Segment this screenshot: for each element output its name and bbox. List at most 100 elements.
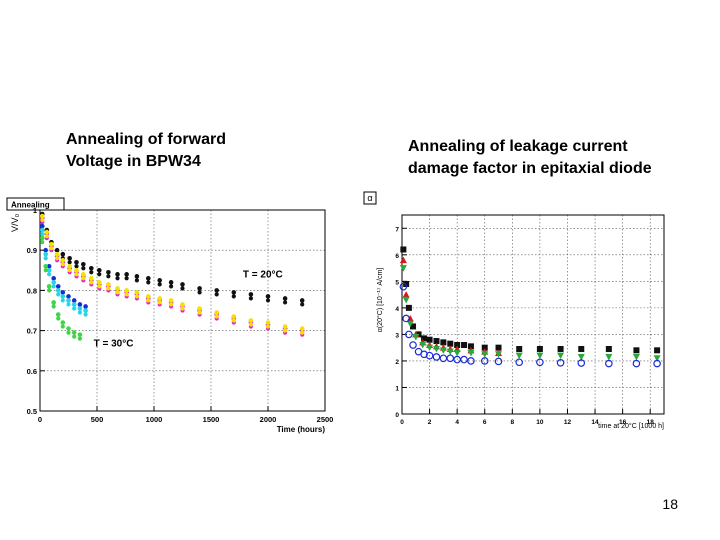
data-point: [43, 256, 48, 261]
data-point: [106, 286, 111, 291]
data-point: [440, 339, 447, 346]
data-point: [115, 276, 120, 281]
data-point: [412, 334, 420, 341]
x-tick-label: 0: [38, 415, 42, 424]
data-point: [97, 272, 102, 277]
chart-left-ylabel: V/V₀: [10, 213, 20, 232]
data-point: [421, 335, 428, 342]
chart-right-ylabel: α(20°C) [10⁻¹⁷ A/cm]: [376, 268, 384, 332]
y-tick-label: 1: [395, 385, 399, 392]
data-point: [180, 286, 185, 291]
data-point: [515, 358, 524, 367]
data-point: [74, 268, 79, 273]
data-point: [66, 326, 71, 331]
data-point: [67, 260, 72, 265]
data-point: [467, 349, 475, 357]
caption-forward-voltage: Annealing of forward Voltage in BPW34: [66, 129, 296, 173]
data-point: [39, 213, 45, 219]
x-tick-label: 6: [483, 419, 487, 426]
data-point: [81, 261, 86, 267]
data-point: [115, 272, 120, 277]
y-tick-label: 4: [395, 306, 399, 313]
data-point: [400, 246, 407, 253]
data-point: [66, 330, 71, 335]
data-point: [654, 347, 661, 354]
caption-leakage-current: Annealing of leakage current damage fact…: [408, 136, 708, 180]
caption-right-line1: Annealing of leakage current: [408, 138, 628, 155]
data-point: [49, 241, 54, 247]
data-point: [231, 314, 237, 319]
data-point: [40, 240, 45, 245]
data-point: [399, 256, 407, 264]
data-point: [632, 353, 640, 361]
annotation-t30: T = 30°C: [94, 339, 134, 350]
data-point: [577, 359, 586, 367]
data-point: [402, 296, 410, 304]
data-point: [74, 272, 79, 277]
x-tick-label: 0: [400, 419, 404, 426]
data-point: [402, 291, 410, 298]
data-point: [47, 288, 52, 293]
data-point: [146, 298, 151, 303]
data-point: [124, 292, 129, 297]
data-point: [282, 296, 288, 301]
data-point: [67, 268, 72, 273]
data-point: [454, 342, 461, 349]
x-tick-label: 2: [428, 419, 432, 426]
data-point: [231, 290, 237, 295]
data-point: [283, 300, 288, 305]
data-point: [134, 278, 139, 283]
data-point: [403, 280, 410, 287]
x-tick-label: 12: [564, 419, 572, 426]
forward-voltage-annealing-chart: Annealing V/V₀ Time (hours) 0 500 1000 1500…: [2, 190, 338, 440]
data-point: [72, 334, 77, 339]
data-point: [54, 251, 60, 257]
data-point: [106, 270, 111, 275]
data-point: [44, 229, 50, 235]
data-point: [439, 347, 447, 354]
data-point: [89, 270, 94, 275]
data-point: [653, 359, 661, 368]
data-point: [197, 290, 202, 295]
data-point: [60, 290, 66, 295]
y-tick-label: 0.7: [27, 327, 37, 336]
data-point: [43, 251, 48, 257]
data-point: [405, 304, 412, 311]
chart-left-ticks: 0 500 1000 1500 2000 2500 0.5 0.6 0.7 0.8 0.9 1: [27, 206, 334, 424]
annotation-t20: T = 20°C: [243, 270, 283, 281]
data-point: [89, 276, 94, 281]
data-point: [49, 246, 54, 251]
data-point: [605, 359, 613, 368]
caption-left-line2: Voltage in BPW34: [66, 153, 201, 170]
data-point: [39, 223, 45, 229]
data-point: [115, 290, 120, 295]
data-point: [146, 276, 151, 281]
slide-number: 18: [662, 496, 678, 512]
data-point: [197, 286, 202, 291]
x-tick-label: 1000: [146, 415, 163, 424]
data-point: [214, 292, 219, 297]
chart-right-title: α: [367, 193, 372, 203]
data-point: [83, 308, 88, 313]
chart-right-title-box: [363, 191, 377, 205]
data-point: [467, 343, 474, 350]
chart-left-title-box: [6, 197, 65, 211]
x-tick-label: 16: [619, 419, 627, 426]
data-point: [432, 353, 441, 361]
data-point: [55, 284, 61, 289]
series-blue-circles: [399, 282, 661, 368]
data-point: [248, 296, 253, 301]
data-point: [106, 282, 111, 287]
data-point: [420, 350, 428, 359]
data-point: [66, 302, 71, 307]
data-point: [446, 348, 454, 356]
data-point: [425, 351, 434, 360]
data-point: [197, 306, 202, 311]
data-point: [467, 357, 475, 365]
data-point: [55, 256, 60, 261]
data-point: [495, 351, 503, 358]
data-point: [55, 312, 61, 317]
series-black-squares: [400, 246, 661, 354]
data-point: [43, 247, 48, 253]
y-tick-label: 0: [395, 412, 399, 419]
